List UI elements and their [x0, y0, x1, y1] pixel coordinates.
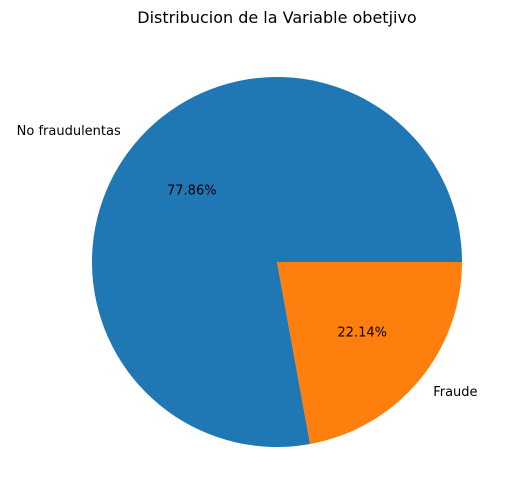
pie-slices: [91, 76, 462, 447]
slice-percent-1: 22.14%: [337, 326, 387, 341]
pie-slice-1: [277, 262, 462, 445]
pie-slice-0: [91, 76, 462, 447]
slice-label-0: No fraudulentas: [17, 124, 121, 139]
slice-percent-0: 77.86%: [167, 183, 217, 198]
chart-title: Distribucion de la Variable obetjivo: [137, 8, 416, 27]
slice-label-1: Fraude: [433, 385, 477, 400]
pie-labels: No fraudulentas 77.86% Fraude 22.14%: [17, 124, 478, 400]
